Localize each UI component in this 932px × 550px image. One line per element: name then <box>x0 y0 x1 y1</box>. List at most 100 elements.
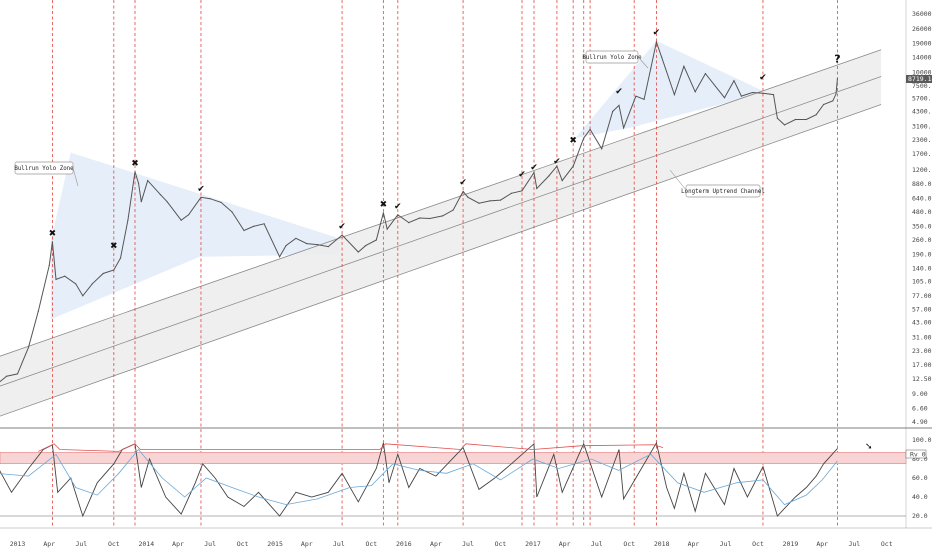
price-tick-15: 350.00 <box>912 222 932 230</box>
price-point-71 <box>655 41 658 43</box>
time-tick-14: Jul <box>462 540 474 548</box>
time-tick-15: Oct <box>495 540 507 548</box>
time-tick-6: Jul <box>204 540 216 548</box>
price-point-7 <box>55 278 57 280</box>
indicator-arrow: ➘ <box>865 442 873 452</box>
price-point-79 <box>740 95 743 97</box>
price-point-26 <box>220 201 222 203</box>
price-point-31 <box>279 256 281 258</box>
marker-0: ✖ <box>49 229 57 239</box>
price-line <box>0 40 838 383</box>
time-tick-8: 2015 <box>267 540 283 548</box>
price-point-22 <box>180 219 182 221</box>
price-point-87 <box>815 114 817 116</box>
time-tick-9: Apr <box>301 540 313 548</box>
price-point-3 <box>27 346 30 348</box>
yolo-zone-2 <box>575 40 767 139</box>
marker-11: ✖ <box>569 136 577 146</box>
price-point-34 <box>306 243 308 245</box>
price-point-91 <box>836 78 839 80</box>
price-point-82 <box>772 94 775 96</box>
price-point-15 <box>127 219 129 221</box>
time-tick-25: Apr <box>816 540 828 548</box>
price-point-50 <box>467 196 469 198</box>
price-tick-14: 480.00 <box>912 208 932 216</box>
price-point-35 <box>316 244 318 246</box>
price-point-77 <box>723 97 726 99</box>
time-tick-1: Apr <box>43 540 55 548</box>
price-tick-28: 6.60 <box>912 404 928 412</box>
time-tick-22: Jul <box>720 540 732 548</box>
price-point-38 <box>357 251 359 253</box>
price-point-39 <box>365 245 367 247</box>
price-tick-1: 26000.00 <box>912 25 932 33</box>
price-point-24 <box>200 196 202 198</box>
price-point-29 <box>252 225 255 227</box>
marker-2: ✖ <box>131 159 139 169</box>
price-point-4 <box>37 310 39 312</box>
marker-5: ✖ <box>380 200 388 210</box>
price-point-44 <box>408 222 410 224</box>
price-tick-17: 190.00 <box>912 250 932 258</box>
price-point-36 <box>327 246 329 248</box>
marker-6: ✔ <box>394 202 402 212</box>
price-point-14 <box>119 257 122 259</box>
price-point-10 <box>82 295 84 297</box>
price-point-19 <box>147 180 149 182</box>
time-tick-13: Apr <box>430 540 442 548</box>
price-point-58 <box>548 175 550 177</box>
price-point-65 <box>612 110 614 112</box>
time-tick-11: Oct <box>365 540 377 548</box>
price-point-83 <box>776 117 779 119</box>
marker-8: ✔ <box>518 170 526 180</box>
price-point-80 <box>751 91 754 94</box>
price-point-9 <box>75 283 77 285</box>
price-point-72 <box>661 56 663 58</box>
zone1-label: Bullrun Yolo Zone <box>14 166 74 172</box>
price-point-53 <box>499 199 502 201</box>
price-point-16 <box>134 171 136 173</box>
price-point-86 <box>805 118 807 121</box>
price-point-68 <box>635 95 637 97</box>
price-point-28 <box>243 229 245 232</box>
price-point-47 <box>442 215 444 217</box>
price-tick-9: 2300.00 <box>912 136 932 144</box>
price-point-40 <box>375 239 377 241</box>
price-tick-25: 17.00 <box>912 361 932 369</box>
price-point-81 <box>762 92 764 94</box>
price-point-23 <box>188 214 190 216</box>
marker-14: ✔ <box>759 73 767 83</box>
time-tick-19: Oct <box>623 540 635 548</box>
channel-label-box <box>685 184 761 198</box>
price-point-90 <box>835 93 837 95</box>
time-tick-23: Oct <box>752 540 764 548</box>
marker-7: ✔ <box>459 178 467 188</box>
price-tick-12: 880.00 <box>912 180 932 188</box>
price-point-17 <box>137 182 140 184</box>
marker-9: ✔ <box>530 163 538 173</box>
time-tick-3: Oct <box>108 540 120 548</box>
price-point-45 <box>419 217 421 219</box>
uptrend-channel <box>0 49 882 417</box>
price-point-33 <box>295 237 297 239</box>
price-point-30 <box>263 223 265 225</box>
zone1-pointer <box>72 167 79 187</box>
price-point-55 <box>521 190 523 192</box>
price-tick-2: 19000.00 <box>912 39 932 47</box>
price-point-18 <box>140 201 142 203</box>
price-point-70 <box>650 67 652 69</box>
price-point-43 <box>397 214 399 216</box>
indicator-tick-4: 20.0 <box>912 512 928 520</box>
time-tick-16: 2017 <box>525 540 541 548</box>
price-point-57 <box>536 187 538 190</box>
zone2-label: Bullrun Yolo Zone <box>582 55 642 61</box>
price-point-25 <box>209 198 211 200</box>
price-tick-4: 10000.00 <box>912 69 932 77</box>
price-point-49 <box>462 190 464 192</box>
price-tick-29: 4.90 <box>912 418 928 426</box>
channel-inner-line <box>0 76 882 387</box>
indicator-line-1 <box>38 443 664 452</box>
price-point-20 <box>159 194 161 196</box>
price-tick-18: 140.00 <box>912 264 932 272</box>
